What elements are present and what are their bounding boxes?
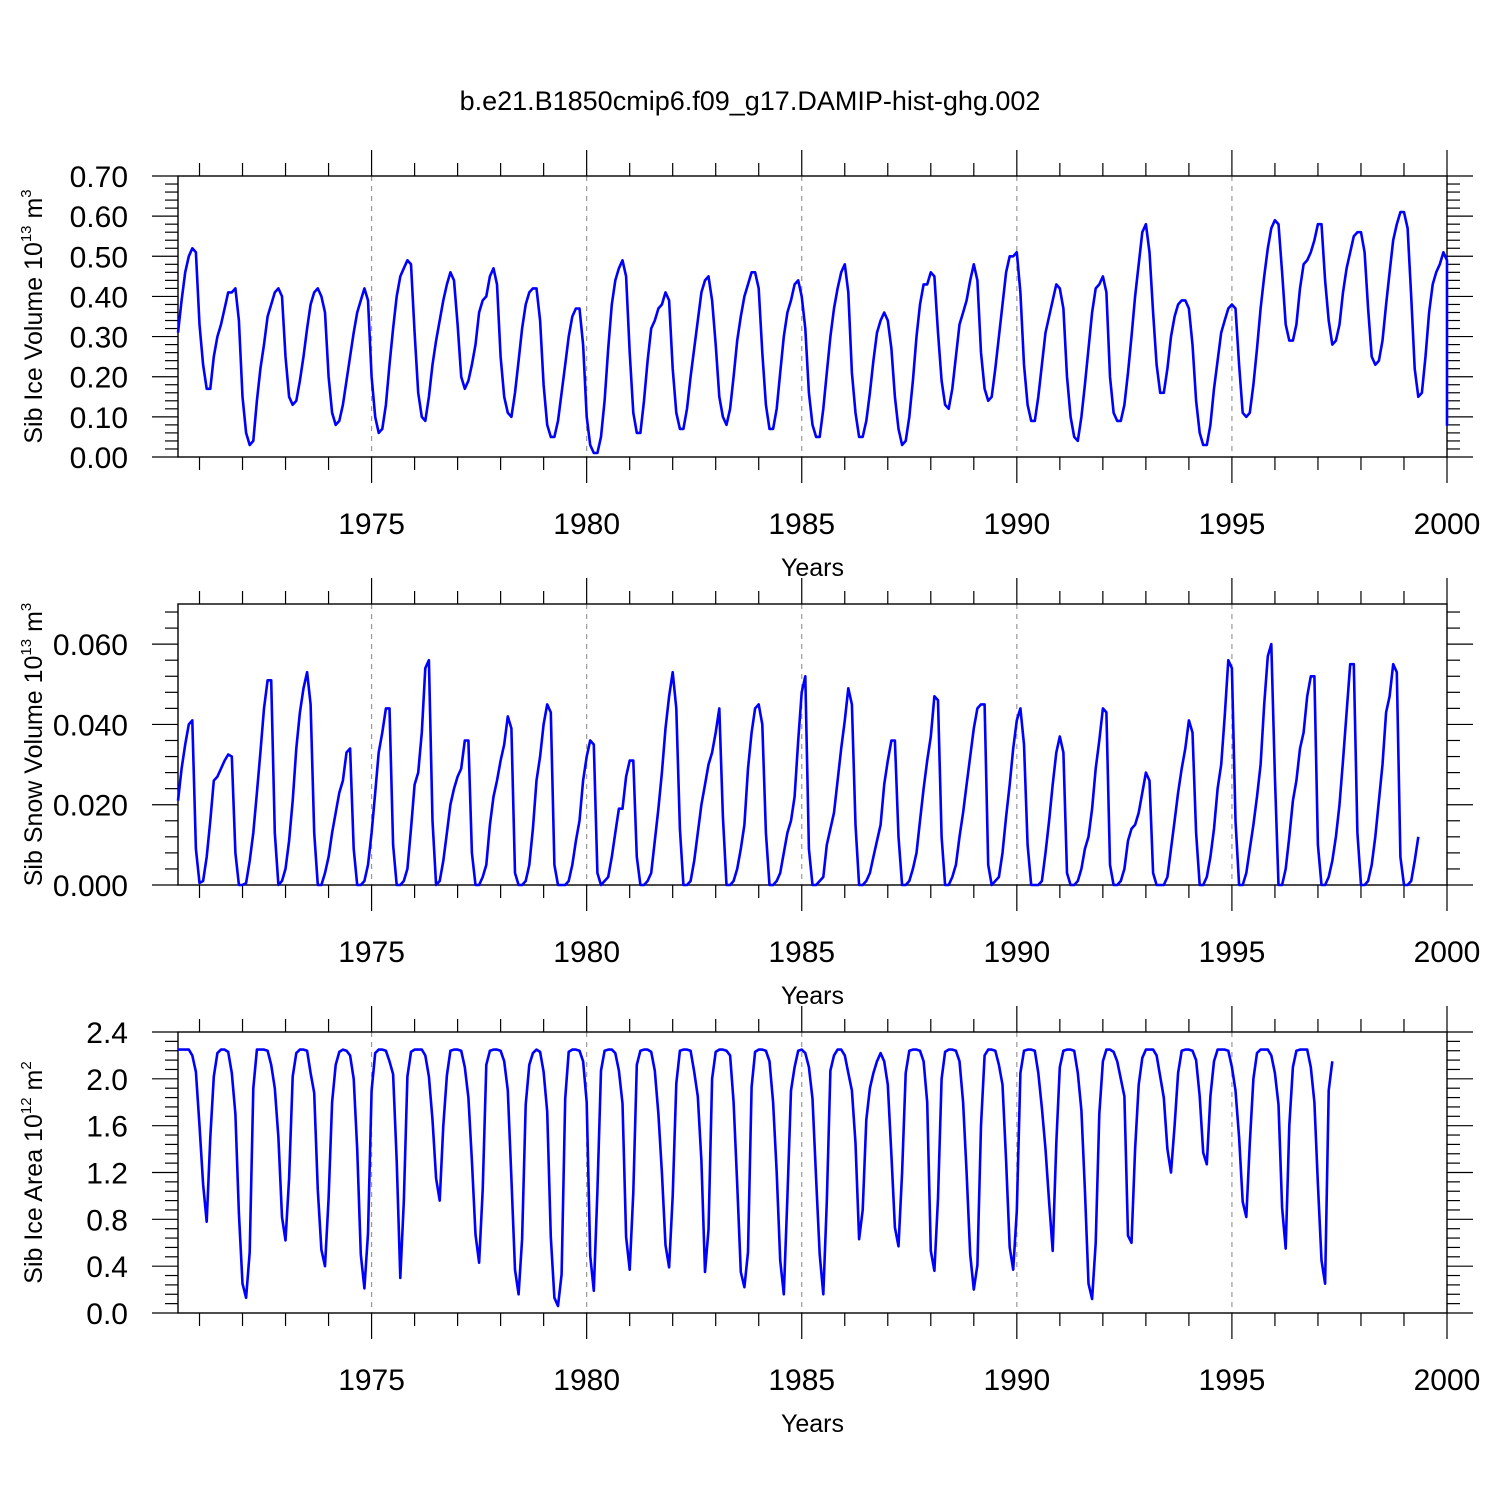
ytick-label: 0.10 bbox=[70, 402, 128, 435]
xtick-label: 1985 bbox=[768, 508, 835, 541]
ytick-label: 0.0 bbox=[86, 1298, 128, 1331]
ytick-label: 1.6 bbox=[86, 1111, 128, 1144]
xtick-label: 1975 bbox=[338, 936, 405, 969]
xtick-label: 1990 bbox=[983, 1364, 1050, 1397]
x-axis-label: Years bbox=[781, 554, 844, 582]
xtick-label: 1995 bbox=[1199, 508, 1266, 541]
xtick-label: 2000 bbox=[1414, 1364, 1481, 1397]
xtick-label: 1980 bbox=[553, 936, 620, 969]
y-axis-label-unit: m bbox=[20, 611, 48, 639]
ytick-label: 0.4 bbox=[86, 1251, 128, 1284]
xtick-label: 2000 bbox=[1414, 936, 1481, 969]
ytick-label: 0.50 bbox=[70, 241, 128, 274]
ytick-label: 0.30 bbox=[70, 322, 128, 355]
series-line bbox=[176, 210, 1449, 455]
ytick-label: 0.020 bbox=[53, 790, 128, 823]
xtick-label: 1990 bbox=[983, 936, 1050, 969]
xtick-label: 1975 bbox=[338, 508, 405, 541]
ytick-label: 0.060 bbox=[53, 629, 128, 662]
y-axis-label-base: Sib Ice Volume 10 bbox=[20, 242, 48, 444]
chart-panel-3: 0.0 0.4 0.8 1.2 1.6 2.0 2.4 1975 1980 1985 1990 199… bbox=[18, 1006, 1480, 1438]
y-axis-label-exponent: 12 bbox=[18, 1097, 35, 1114]
ytick-label: 0.60 bbox=[70, 201, 128, 234]
ytick-label: 1.2 bbox=[86, 1158, 128, 1191]
xtick-label: 1980 bbox=[553, 508, 620, 541]
figure-title: b.e21.B1850cmip6.f09_g17.DAMIP-hist-ghg.… bbox=[460, 86, 1041, 116]
chart-panel-2: 0.000 0.020 0.040 0.060 1975 1980 1985 1990 1995… bbox=[18, 578, 1480, 1010]
ytick-label: 0.70 bbox=[70, 161, 128, 194]
ytick-label: 2.4 bbox=[86, 1017, 128, 1050]
y-axis-label-unit: m bbox=[20, 198, 48, 226]
x-axis-label: Years bbox=[781, 982, 844, 1010]
ytick-label: 2.0 bbox=[86, 1064, 128, 1097]
xtick-label: 1990 bbox=[983, 508, 1050, 541]
ytick-label: 0.8 bbox=[86, 1204, 128, 1237]
y-axis-label-unit-exponent: 3 bbox=[18, 189, 35, 197]
ytick-label: 0.40 bbox=[70, 281, 128, 314]
y-axis-label-base: Sib Ice Area 10 bbox=[20, 1114, 48, 1284]
plot-frame bbox=[177, 603, 1448, 886]
x-axis-label: Years bbox=[781, 1410, 844, 1438]
y-axis-label: Sib Ice Area 1012 m2 bbox=[18, 1061, 48, 1283]
xtick-label: 2000 bbox=[1414, 508, 1481, 541]
xtick-label: 1980 bbox=[553, 1364, 620, 1397]
y-axis-label-unit-exponent: 2 bbox=[18, 1061, 35, 1069]
ytick-label: 0.20 bbox=[70, 362, 128, 395]
ytick-label: 0.000 bbox=[53, 870, 128, 903]
xtick-label: 1975 bbox=[338, 1364, 405, 1397]
series-line bbox=[176, 642, 1420, 887]
y-axis-label: Sib Ice Volume 1013 m3 bbox=[18, 189, 48, 443]
xtick-label: 1985 bbox=[768, 936, 835, 969]
ytick-label: 0.00 bbox=[70, 442, 128, 475]
xtick-label: 1995 bbox=[1199, 1364, 1266, 1397]
ytick-label: 0.040 bbox=[53, 709, 128, 742]
xtick-label: 1985 bbox=[768, 1364, 835, 1397]
y-axis-label-base: Sib Snow Volume 10 bbox=[20, 656, 48, 887]
series-line bbox=[178, 1048, 1334, 1308]
xtick-label: 1995 bbox=[1199, 936, 1266, 969]
y-axis-label-unit-exponent: 3 bbox=[18, 603, 35, 611]
chart-panel-1: 0.00 0.10 0.20 0.30 0.40 0.50 0.60 0.70 1975 1980… bbox=[18, 150, 1480, 582]
y-axis-label-exponent: 13 bbox=[18, 225, 35, 242]
y-axis-label-unit: m bbox=[20, 1070, 48, 1098]
y-axis-label-exponent: 13 bbox=[18, 639, 35, 656]
y-axis-label: Sib Snow Volume 1013 m3 bbox=[18, 603, 48, 887]
